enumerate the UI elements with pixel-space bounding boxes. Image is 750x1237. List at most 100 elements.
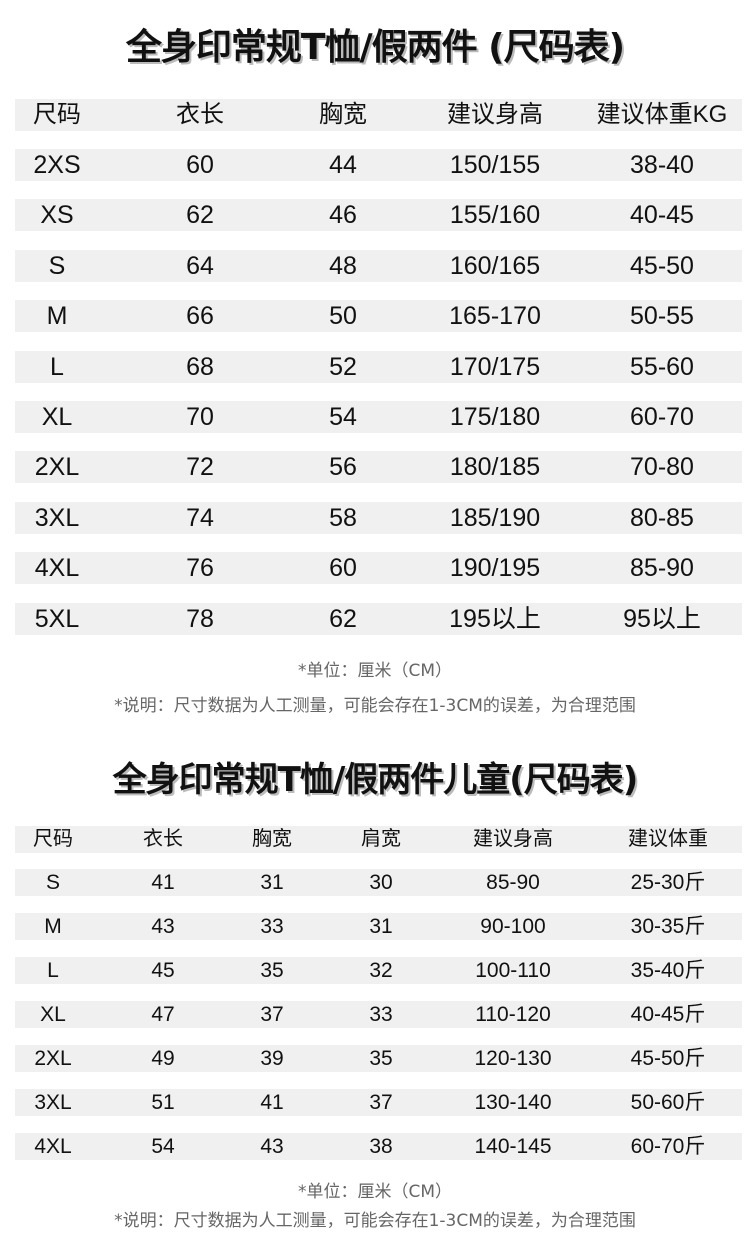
table-cell: L bbox=[47, 959, 59, 982]
table-cell: M bbox=[44, 915, 62, 938]
table-cell: 56 bbox=[329, 453, 357, 482]
table-row: 4XL 76 60 190/195 85-90 bbox=[15, 552, 742, 585]
table-cell: 70-80 bbox=[630, 453, 694, 482]
table-cell: 170/175 bbox=[449, 352, 541, 381]
table-row: XL 47 37 33 110-120 40-45斤 bbox=[15, 1001, 742, 1028]
table-cell: 35 bbox=[369, 1047, 393, 1070]
table-row: L 68 52 170/175 55-60 bbox=[15, 350, 742, 383]
table-cell: 110-120 bbox=[475, 1003, 551, 1026]
table-cell: 72 bbox=[186, 453, 214, 482]
table-cell: 4XL bbox=[34, 1135, 72, 1158]
table-cell: 47 bbox=[151, 1003, 175, 1026]
column-header: 衣长 bbox=[176, 101, 224, 128]
table-cell: 85-90 bbox=[486, 871, 540, 894]
table-cell: 2XS bbox=[33, 151, 81, 179]
table-cell: 60-70斤 bbox=[630, 1135, 706, 1158]
table-cell: S bbox=[45, 871, 61, 894]
table-cell: 175/180 bbox=[449, 403, 541, 431]
adult-size-chart-title: 全身印常规T恤/假两件 (尺码表) bbox=[125, 27, 625, 68]
table-cell: 62 bbox=[329, 604, 357, 633]
adult-explain-note: *说明：尺寸数据为人工测量，可能会存在1-3CM的误差，为合理范围 bbox=[114, 696, 636, 716]
table-cell: 76 bbox=[186, 554, 214, 583]
table-cell: 38 bbox=[369, 1135, 393, 1158]
table-cell: 55-60 bbox=[630, 352, 694, 381]
table-cell: 70 bbox=[186, 403, 214, 431]
table-cell: 33 bbox=[260, 915, 284, 938]
table-cell: 90-100 bbox=[480, 915, 546, 938]
table-cell: 66 bbox=[186, 302, 214, 331]
column-header: 胸宽 bbox=[252, 828, 292, 850]
column-header: 建议身高 bbox=[473, 828, 553, 850]
table-cell: 45-50 bbox=[630, 251, 694, 280]
table-cell: 43 bbox=[260, 1135, 284, 1158]
table-row: 2XS 60 44 150/155 38-40 bbox=[15, 149, 742, 181]
column-header: 尺码 bbox=[33, 828, 73, 850]
table-cell: 50-55 bbox=[630, 302, 694, 331]
table-cell: 40-45斤 bbox=[630, 1003, 706, 1026]
table-row: 2XL 49 39 35 120-130 45-50斤 bbox=[15, 1045, 742, 1072]
table-cell: 45-50斤 bbox=[630, 1047, 706, 1070]
table-cell: 31 bbox=[260, 871, 284, 894]
table-cell: 50-60斤 bbox=[630, 1091, 706, 1114]
column-header: 衣长 bbox=[143, 828, 183, 850]
table-cell: 25-30斤 bbox=[630, 871, 706, 894]
table-cell: 60 bbox=[329, 554, 357, 583]
table-cell: 35 bbox=[260, 959, 284, 982]
table-cell: 58 bbox=[329, 503, 357, 532]
table-cell: 54 bbox=[329, 403, 357, 431]
table-cell: 4XL bbox=[34, 554, 80, 583]
table-cell: 49 bbox=[151, 1047, 175, 1070]
table-row: 5XL 78 62 195以上 95以上 bbox=[15, 602, 742, 635]
column-header: 建议体重KG bbox=[596, 101, 728, 128]
column-header: 建议身高 bbox=[447, 101, 543, 128]
table-cell: 32 bbox=[369, 959, 393, 982]
table-cell: 48 bbox=[329, 251, 357, 280]
table-row: S 64 48 160/165 45-50 bbox=[15, 249, 742, 282]
table-cell: 155/160 bbox=[449, 201, 541, 230]
table-cell: 43 bbox=[151, 915, 175, 938]
table-row: XL 70 54 175/180 60-70 bbox=[15, 401, 742, 433]
table-cell: 41 bbox=[151, 871, 175, 894]
table-row: 4XL 54 43 38 140-145 60-70斤 bbox=[15, 1133, 742, 1160]
table-cell: 37 bbox=[369, 1091, 393, 1114]
table-cell: 60 bbox=[186, 151, 214, 179]
table-cell: 62 bbox=[186, 201, 214, 230]
kids-unit-note: *单位：厘米（CM） bbox=[297, 1182, 453, 1202]
table-row: S 41 31 30 85-90 25-30斤 bbox=[15, 869, 742, 896]
table-cell: 64 bbox=[186, 251, 214, 280]
table-cell: 120-130 bbox=[474, 1047, 552, 1070]
table-cell: 51 bbox=[151, 1091, 175, 1114]
table-row: XS 62 46 155/160 40-45 bbox=[15, 199, 742, 232]
table-cell: 45 bbox=[151, 959, 175, 982]
column-header: 肩宽 bbox=[361, 828, 401, 850]
table-cell: 180/185 bbox=[449, 453, 541, 482]
table-row: M 43 33 31 90-100 30-35斤 bbox=[15, 913, 742, 940]
table-row: 3XL 74 58 185/190 80-85 bbox=[15, 501, 742, 534]
table-row: L 45 35 32 100-110 35-40斤 bbox=[15, 957, 742, 984]
column-header: 建议体重 bbox=[628, 828, 708, 850]
table-cell: 30-35斤 bbox=[630, 915, 706, 938]
table-cell: 38-40 bbox=[630, 151, 694, 179]
table-cell: 130-140 bbox=[474, 1091, 552, 1114]
table-cell: 30 bbox=[369, 871, 393, 894]
adult-unit-note: *单位：厘米（CM） bbox=[297, 661, 453, 681]
column-header: 尺码 bbox=[33, 101, 81, 128]
table-cell: 50 bbox=[329, 302, 357, 331]
table-header-row: 尺码 衣长 胸宽 肩宽 建议身高 建议体重 bbox=[15, 826, 742, 853]
table-row: M 66 50 165-170 50-55 bbox=[15, 300, 742, 333]
table-cell: 185/190 bbox=[449, 503, 541, 532]
table-cell: XS bbox=[40, 201, 74, 230]
table-cell: 85-90 bbox=[630, 554, 694, 583]
table-row: 2XL 72 56 180/185 70-80 bbox=[15, 451, 742, 484]
table-cell: 31 bbox=[369, 915, 393, 938]
table-cell: 190/195 bbox=[449, 554, 541, 583]
table-cell: 100-110 bbox=[475, 959, 551, 982]
table-cell: 74 bbox=[186, 503, 214, 532]
table-cell: 60-70 bbox=[630, 403, 694, 431]
table-cell: 3XL bbox=[34, 503, 80, 532]
kids-explain-note: *说明：尺寸数据为人工测量，可能会存在1-3CM的误差，为合理范围 bbox=[114, 1211, 636, 1231]
table-cell: 52 bbox=[329, 352, 357, 381]
table-cell: 165-170 bbox=[449, 302, 541, 331]
kids-size-chart-title: 全身印常规T恤/假两件儿童(尺码表) bbox=[112, 760, 639, 800]
table-row: 3XL 51 41 37 130-140 50-60斤 bbox=[15, 1089, 742, 1116]
